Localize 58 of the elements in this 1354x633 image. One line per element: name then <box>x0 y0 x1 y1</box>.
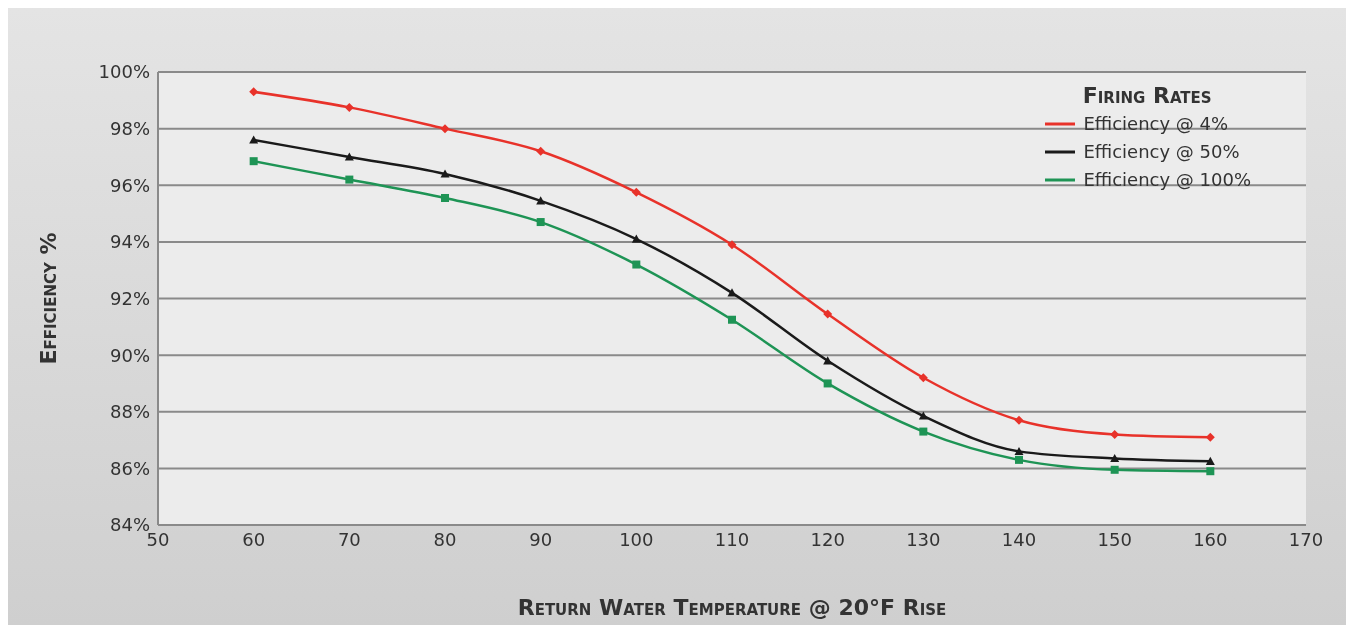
point <box>632 260 641 269</box>
y-tick-label: 86% <box>109 457 150 479</box>
point <box>536 196 546 205</box>
x-tick-label: 100 <box>619 528 654 550</box>
legend-title: Firing Rates <box>1081 83 1213 108</box>
point <box>344 152 354 161</box>
point <box>440 124 450 134</box>
point <box>919 427 928 436</box>
point <box>1206 467 1215 476</box>
y-tick-label: 98% <box>109 118 150 140</box>
point <box>727 240 737 250</box>
y-tick-label: 94% <box>109 231 150 253</box>
x-tick-label: 70 <box>337 528 361 550</box>
point <box>441 193 449 202</box>
point <box>1110 429 1120 439</box>
point <box>823 309 833 319</box>
point <box>1110 465 1119 474</box>
point <box>1205 432 1215 442</box>
x-tick-label: 120 <box>810 528 845 550</box>
x-tick-label: 60 <box>242 528 266 550</box>
point <box>1205 456 1215 465</box>
point <box>249 135 259 144</box>
y-tick-label: 90% <box>109 344 150 366</box>
point <box>249 157 258 166</box>
point <box>1110 453 1120 463</box>
point <box>249 87 259 97</box>
x-axis-title: Return Water Temperature @ 20°F Rise <box>517 595 947 620</box>
point <box>728 315 736 324</box>
legend-label: Efficiency @ 100% <box>1083 168 1251 192</box>
point <box>918 411 928 420</box>
x-tick-label: 170 <box>1288 528 1324 550</box>
x-tick-label: 110 <box>714 528 750 550</box>
point <box>918 373 928 383</box>
y-tick-label: 92% <box>109 287 150 309</box>
point <box>440 169 450 178</box>
point <box>536 218 545 227</box>
point <box>344 102 354 112</box>
legend-label: Efficiency @ 4% <box>1083 112 1229 136</box>
point <box>823 356 833 365</box>
x-tick-label: 150 <box>1097 528 1132 550</box>
x-tick-label: 90 <box>529 528 553 550</box>
x-tick-label: 130 <box>906 528 941 550</box>
point <box>631 234 641 243</box>
x-tick-label: 80 <box>433 528 457 550</box>
point <box>536 146 546 156</box>
y-tick-label: 100% <box>98 61 150 83</box>
point <box>1015 455 1023 464</box>
point <box>345 175 354 184</box>
y-tick-label: 96% <box>109 174 150 196</box>
x-tick-label: 140 <box>1001 528 1037 550</box>
y-tick-label: 88% <box>109 401 150 423</box>
legend-label: Efficiency @ 50% <box>1083 140 1240 164</box>
point <box>1014 415 1024 425</box>
point <box>1014 446 1024 455</box>
point <box>823 379 832 388</box>
y-axis-title: Efficiency % <box>35 232 61 365</box>
point <box>631 187 641 197</box>
x-tick-label: 160 <box>1193 528 1228 550</box>
